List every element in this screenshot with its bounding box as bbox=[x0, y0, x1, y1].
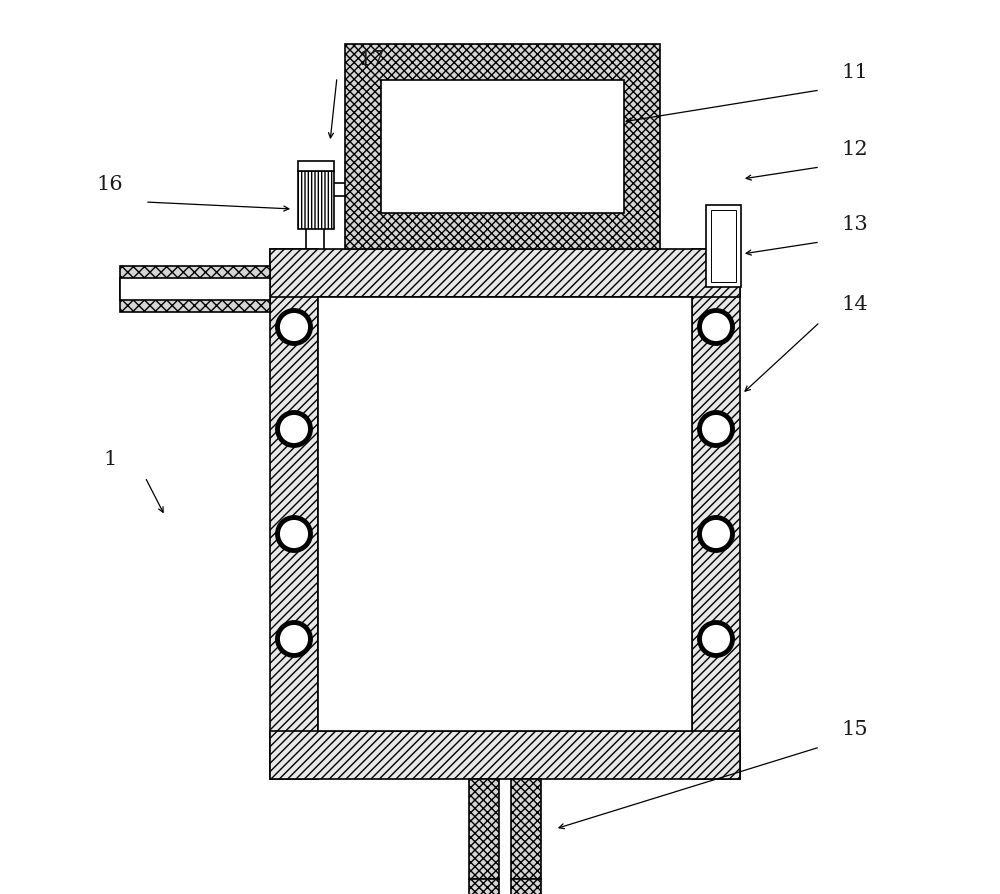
Circle shape bbox=[278, 623, 311, 656]
Circle shape bbox=[700, 623, 732, 656]
Bar bbox=[706, 206, 741, 288]
Circle shape bbox=[700, 518, 732, 551]
Text: 11: 11 bbox=[842, 63, 868, 82]
Text: 16: 16 bbox=[97, 175, 123, 194]
Circle shape bbox=[700, 413, 732, 446]
Text: 17: 17 bbox=[359, 50, 385, 70]
Circle shape bbox=[278, 413, 311, 446]
Bar bbox=[469, 879, 499, 894]
Bar bbox=[298, 162, 334, 172]
Text: 15: 15 bbox=[842, 720, 868, 738]
Bar bbox=[711, 211, 736, 283]
Bar bbox=[692, 249, 740, 780]
Text: 13: 13 bbox=[842, 215, 868, 234]
Circle shape bbox=[700, 311, 732, 344]
Bar bbox=[120, 279, 270, 300]
Bar bbox=[270, 731, 740, 780]
Bar bbox=[270, 249, 740, 298]
Text: 12: 12 bbox=[842, 140, 868, 159]
Text: 1: 1 bbox=[103, 450, 117, 469]
Bar bbox=[345, 45, 660, 249]
Bar bbox=[381, 81, 624, 214]
Bar bbox=[318, 298, 692, 731]
Circle shape bbox=[278, 518, 311, 551]
Bar bbox=[511, 780, 541, 879]
Text: 14: 14 bbox=[842, 295, 868, 314]
Bar bbox=[469, 780, 499, 879]
Bar bbox=[120, 266, 270, 313]
Bar bbox=[270, 249, 318, 780]
Bar bbox=[511, 879, 541, 894]
Bar bbox=[298, 172, 334, 230]
Circle shape bbox=[278, 311, 311, 344]
